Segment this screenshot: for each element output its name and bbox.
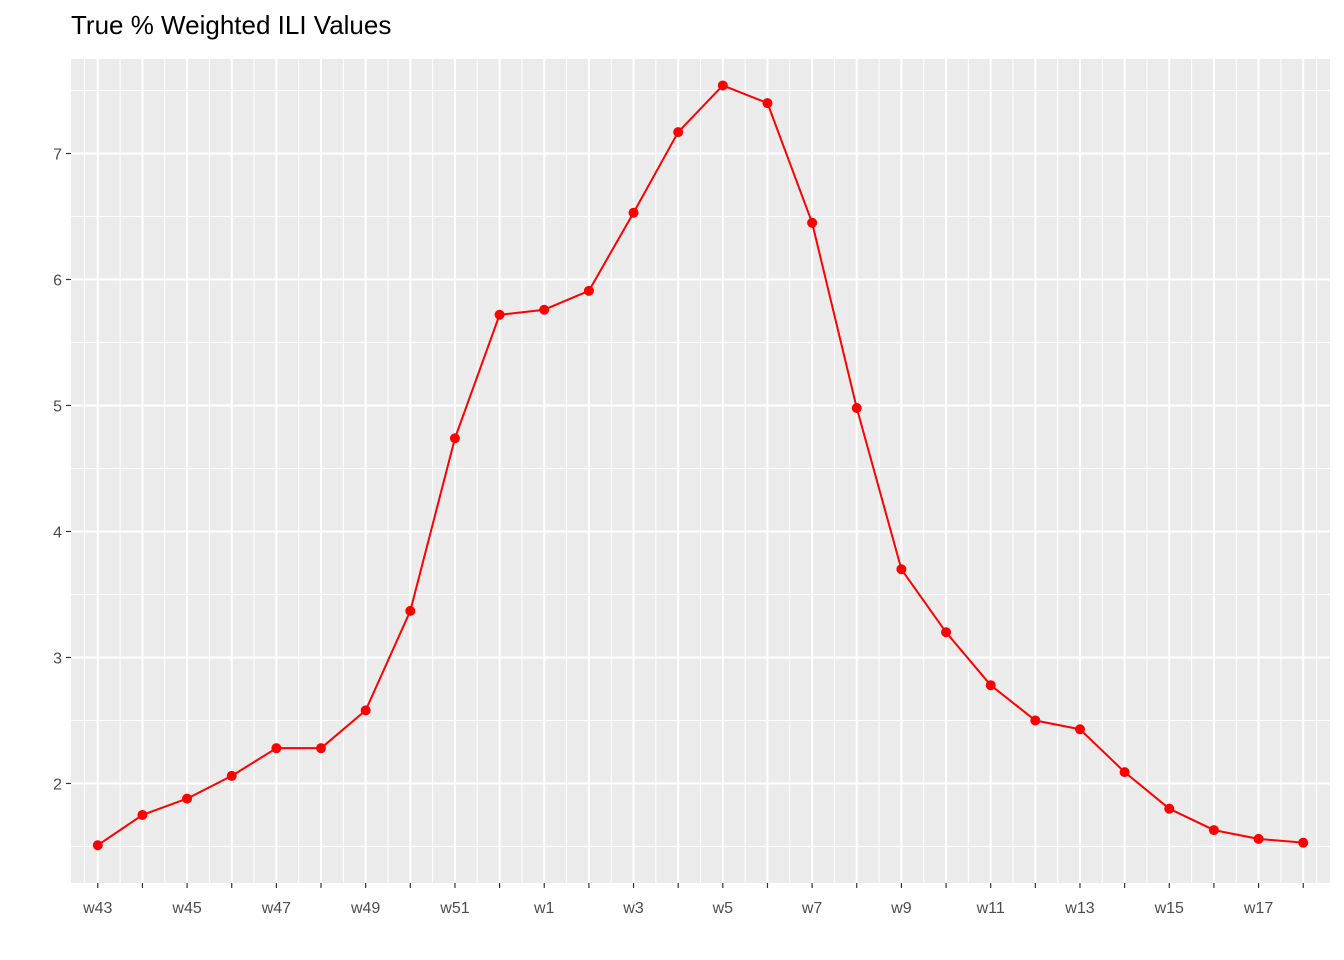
minor-gridlines xyxy=(71,59,1330,883)
data-point xyxy=(539,304,550,315)
data-point xyxy=(1208,825,1219,836)
y-tick-label: 2 xyxy=(53,776,62,793)
data-point xyxy=(583,285,594,296)
data-point xyxy=(1030,715,1041,726)
y-tick-label: 6 xyxy=(53,272,62,289)
data-point xyxy=(137,809,148,820)
y-tick-label: 7 xyxy=(53,146,62,163)
data-point xyxy=(1253,833,1264,844)
x-tick-label: w47 xyxy=(261,900,291,917)
x-tick-label: w43 xyxy=(82,900,112,917)
data-point xyxy=(717,80,728,91)
x-tick-label: w13 xyxy=(1064,900,1094,917)
data-point xyxy=(405,605,416,616)
data-point xyxy=(1119,767,1130,778)
data-point xyxy=(896,564,907,575)
x-tick-label: w17 xyxy=(1243,900,1273,917)
x-tick-label: w1 xyxy=(533,900,555,917)
data-point xyxy=(360,705,371,716)
x-tick-label: w45 xyxy=(171,900,201,917)
x-tick-label: w9 xyxy=(890,900,912,917)
x-tick-label: w49 xyxy=(350,900,380,917)
data-point xyxy=(316,743,327,754)
y-tick-label: 4 xyxy=(53,524,62,541)
x-tick-label: w11 xyxy=(976,900,1005,917)
data-point xyxy=(985,680,996,691)
data-point xyxy=(807,217,818,228)
series-line xyxy=(97,84,1304,847)
data-point xyxy=(271,743,282,754)
data-point xyxy=(673,127,684,138)
data-point xyxy=(1298,837,1309,848)
x-tick-label: w5 xyxy=(712,900,734,917)
series-layer xyxy=(92,80,1309,851)
y-tick-label: 5 xyxy=(53,398,62,415)
x-tick-label: w7 xyxy=(801,900,823,917)
x-tick-label: w51 xyxy=(439,900,469,917)
data-point xyxy=(941,627,952,638)
data-point xyxy=(494,309,505,320)
data-point xyxy=(226,770,237,781)
data-point xyxy=(762,98,773,109)
data-point xyxy=(92,840,103,851)
data-point xyxy=(1074,724,1085,735)
data-point xyxy=(182,793,193,804)
x-tick-label: w3 xyxy=(622,900,644,917)
data-point xyxy=(449,433,460,444)
data-point xyxy=(628,207,639,218)
data-point xyxy=(851,403,862,414)
x-tick-label: w15 xyxy=(1154,900,1184,917)
data-point xyxy=(1164,803,1175,814)
x-axis-tick-labels: w43 w45 w47 w49 w51 w1 w3 w5 w7 w9 w11 w13 w15 w17 xyxy=(82,900,1273,917)
y-tick-label: 3 xyxy=(53,650,62,667)
chart-title: True % Weighted ILI Values xyxy=(71,10,392,40)
axis-ticks xyxy=(66,152,1304,888)
y-axis-tick-labels: 2 3 4 5 6 7 xyxy=(53,146,62,793)
